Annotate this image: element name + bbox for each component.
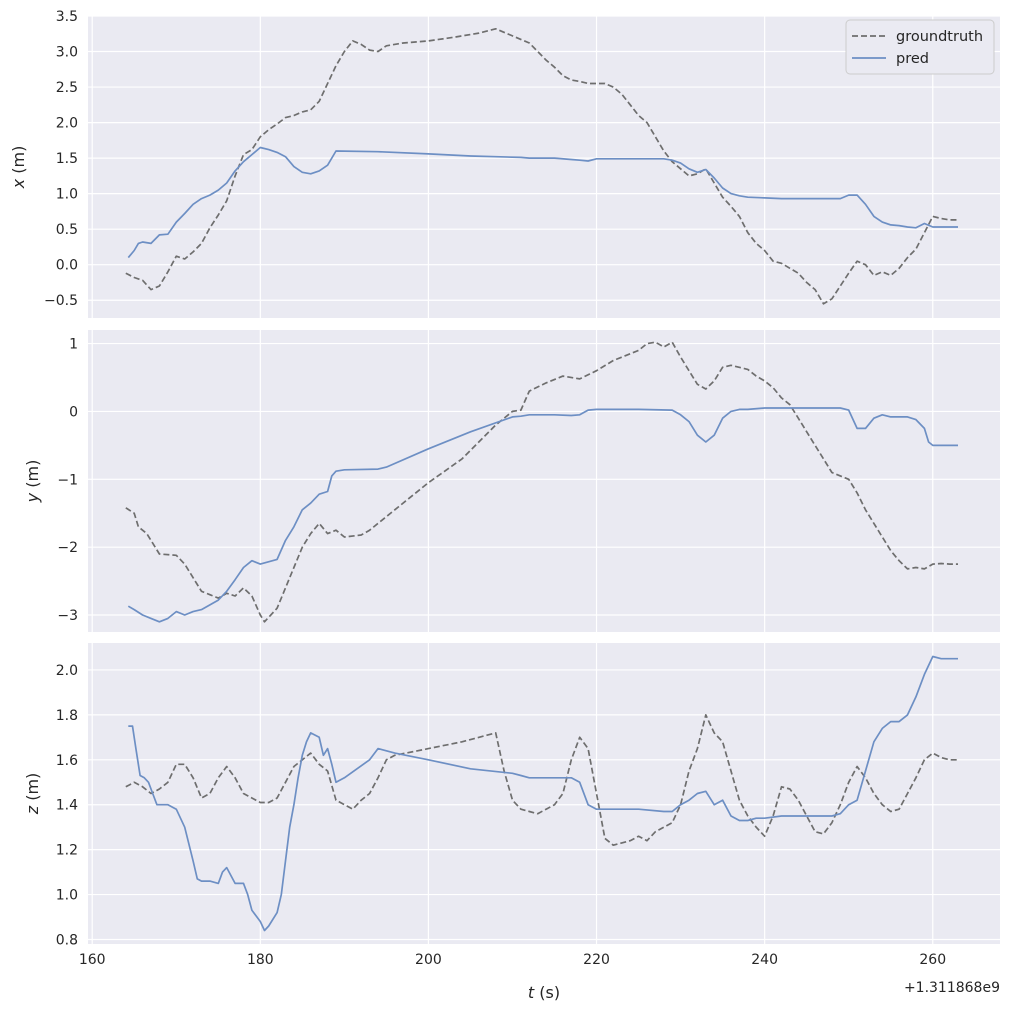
y-axis-label: x (m) — [9, 146, 28, 190]
subplot-y: −3 −2 −1 0 1 y (m) — [23, 330, 1000, 632]
y-tick-label: 0.0 — [56, 258, 78, 274]
y-tick-label: 0 — [69, 404, 78, 420]
x-tick-label: 160 — [79, 952, 106, 968]
y-tick-label: 0.8 — [56, 933, 78, 949]
y-tick-label: 1.0 — [56, 888, 78, 904]
series-groundtruth-line — [125, 341, 958, 623]
x-axis-label-unit: (s) — [534, 983, 560, 1002]
y-tick-label: 2.0 — [56, 663, 78, 679]
legend-box — [845, 19, 995, 75]
y-tick-label: 1.6 — [56, 753, 78, 769]
series-pred-line — [127, 407, 958, 623]
series-groundtruth-line — [125, 27, 958, 305]
series-pred-line — [128, 655, 958, 932]
y-tick-label: 1 — [69, 337, 78, 353]
y-tick-label: 2.0 — [56, 116, 78, 132]
y-tick-label: 1.0 — [56, 187, 78, 203]
series-pred-line — [127, 146, 958, 259]
subplot-z: 0.8 1.0 1.2 1.4 1.6 1.8 2.0 z (m) 160 180 200 220 24… — [23, 643, 1000, 968]
x-axis-label: t (s) — [528, 983, 560, 1002]
y-tick-label: 0.5 — [56, 222, 78, 238]
y-tick-label: −2 — [57, 540, 78, 556]
y-tick-label: −3 — [57, 608, 78, 624]
y-axis-label-unit: (m) — [9, 146, 28, 179]
plot-area — [88, 330, 1000, 632]
y-axis-label: z (m) — [23, 773, 42, 816]
x-tick-label: 240 — [751, 952, 778, 968]
y-tick-label: −1 — [57, 472, 78, 488]
x-tick-label: 180 — [247, 952, 274, 968]
y-tick-label: 1.5 — [56, 151, 78, 167]
legend-pred-label: pred — [896, 51, 929, 67]
subplots: −0.5 0.0 0.5 1.0 1.5 2.0 2.5 3.0 3.5 x (m) −3 −2 −1 0… — [9, 9, 1000, 968]
y-tick-label: 3.5 — [56, 9, 78, 25]
y-axis-label-var: y — [23, 492, 42, 503]
y-axis-label-var: z — [23, 805, 42, 815]
legend-groundtruth-label: groundtruth — [896, 29, 983, 45]
y-axis-label: y (m) — [23, 460, 42, 504]
y-axis-label-unit: (m) — [23, 773, 42, 806]
y-tick-label: 1.2 — [56, 843, 78, 859]
y-tick-label: 2.5 — [56, 80, 78, 96]
y-axis-label-var: x — [9, 178, 28, 189]
y-tick-label: 1.8 — [56, 708, 78, 724]
y-axis-label-unit: (m) — [23, 460, 42, 493]
y-tick-label: 3.0 — [56, 45, 78, 61]
series-groundtruth-line — [125, 714, 958, 847]
x-tick-label: 260 — [919, 952, 946, 968]
x-axis-offset-text: +1.311868e9 — [904, 980, 1000, 996]
x-tick-label: 200 — [415, 952, 442, 968]
y-tick-label: −0.5 — [44, 293, 78, 309]
x-axis-label-var: t — [528, 983, 535, 1002]
plot-area — [88, 643, 1000, 944]
y-tick-label: 1.4 — [56, 798, 78, 814]
x-tick-label: 220 — [583, 952, 610, 968]
legend: groundtruth pred — [845, 19, 995, 75]
